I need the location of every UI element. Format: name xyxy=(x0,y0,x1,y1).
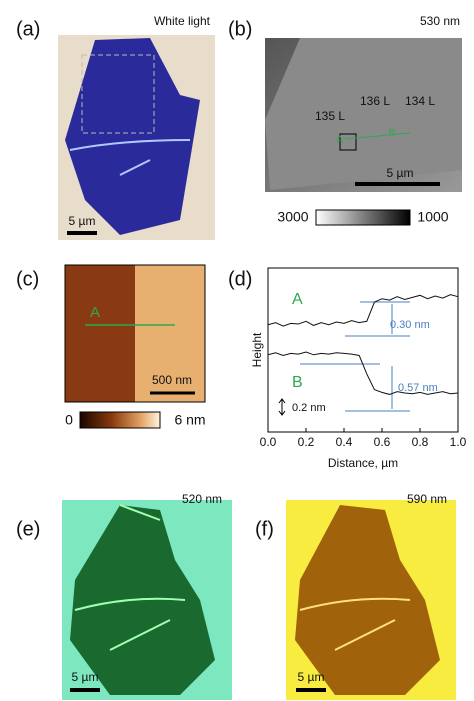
panel-f: (f) 590 nm 5 µm xyxy=(255,492,456,700)
panel-label: (e) xyxy=(16,518,40,540)
caption: White light xyxy=(154,14,211,28)
roi-box xyxy=(339,133,357,151)
colorbar-label: 6 nm xyxy=(174,412,205,428)
scale-text: 5 µm xyxy=(298,670,325,684)
panel-a: (a) White light 5 µm xyxy=(16,14,215,240)
panel-e: (e) 520 nm 5 µm xyxy=(16,492,232,700)
panel-label: (c) xyxy=(16,268,39,290)
afm-image-high xyxy=(135,265,205,402)
afm-image-low xyxy=(65,265,135,402)
x-tick-label: 0.6 xyxy=(374,435,391,449)
x-tick-label: 0.0 xyxy=(260,435,277,449)
layer-label: 136 L xyxy=(360,94,390,108)
x-axis-label: Distance, µm xyxy=(328,456,398,470)
fold xyxy=(69,139,191,176)
frame xyxy=(64,264,206,403)
profile-line xyxy=(267,294,459,327)
scale-text: 500 nm xyxy=(152,373,192,387)
marker: A xyxy=(90,304,100,321)
x-tick-label: 0.4 xyxy=(336,435,353,449)
caption: 530 nm xyxy=(420,14,460,28)
scale-text: 5 µm xyxy=(69,214,96,228)
series-label: A xyxy=(292,291,303,308)
colorbar-label: 1000 xyxy=(417,209,448,225)
profile-line xyxy=(344,132,411,140)
colorbar xyxy=(79,411,161,429)
panel-label: (b) xyxy=(228,18,252,40)
fold xyxy=(74,504,186,651)
annotation: 0.30 nm xyxy=(390,319,430,331)
annotation: 0.2 nm xyxy=(292,402,326,414)
colorbar-label: 3000 xyxy=(277,209,308,225)
x-tick-label: 1.0 xyxy=(450,435,467,449)
panel-label: (d) xyxy=(228,268,252,290)
fold xyxy=(299,597,411,651)
x-tick-label: 0.2 xyxy=(298,435,315,449)
plot-frame xyxy=(267,267,459,433)
colorbar xyxy=(315,209,411,226)
panel-b: (b) 530 nm 135 L 136 L 134 L A B 5 µm 30… xyxy=(228,14,462,226)
profile-line xyxy=(267,351,459,395)
flake xyxy=(65,38,200,235)
y-axis-label: Height xyxy=(250,332,264,367)
roi-box xyxy=(81,54,155,134)
step-annotations xyxy=(278,301,410,416)
panel-d: (d) Distance, µm Height A B 0.30 nm 0.57… xyxy=(228,267,467,470)
scale-text: 5 µm xyxy=(72,670,99,684)
marker: B xyxy=(389,128,396,139)
panel-c: (c) A 500 nm 0 6 nm xyxy=(16,264,206,429)
marker: A xyxy=(336,135,343,146)
flake xyxy=(265,38,462,190)
panel-label: (f) xyxy=(255,518,274,540)
annotation: 0.57 nm xyxy=(398,382,438,394)
layer-label: 135 L xyxy=(315,109,345,123)
caption: 520 nm xyxy=(182,492,222,506)
x-tick-label: 0.8 xyxy=(412,435,429,449)
scale-text: 5 µm xyxy=(387,166,414,180)
caption: 590 nm xyxy=(407,492,447,506)
series-label: B xyxy=(292,374,303,391)
colorbar-label: 0 xyxy=(65,412,73,428)
layer-label: 134 L xyxy=(405,94,435,108)
panel-label: (a) xyxy=(16,18,40,40)
